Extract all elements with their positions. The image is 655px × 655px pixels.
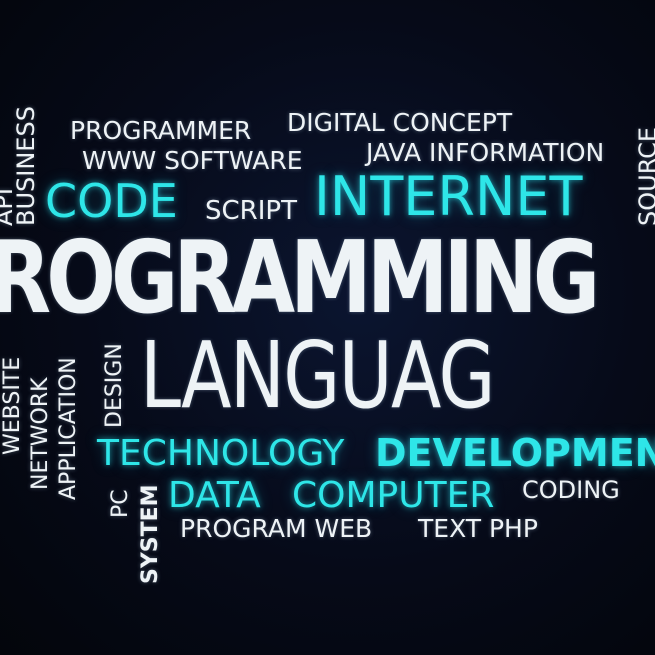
word-script: SCRIPT [205,196,297,226]
word-programming: ROGRAMMING [0,219,600,336]
word-application: APPLICATION [56,357,81,500]
word-development: DEVELOPMENT [375,431,655,475]
word-code: CODE [45,174,178,228]
word-website: WEBSITE [0,356,25,455]
word-network: NETWORK [28,377,53,490]
word-pc: PC [108,489,133,518]
word-program-web: PROGRAM WEB [180,514,373,543]
word-programmer: PROGRAMMER [70,116,252,145]
word-system: SYSTEM [138,484,163,584]
word-coding: CODING [522,476,620,504]
word-java-information: JAVA INFORMATION [366,138,605,167]
word-technology: TECHNOLOGY [97,433,345,474]
word-source: SOURCE [634,126,655,226]
word-data: DATA [168,475,261,516]
word-www-software: WWW SOFTWARE [82,146,303,175]
word-computer: COMPUTER [292,475,495,516]
word-digital-concept: DIGITAL CONCEPT [287,108,513,137]
word-language: LANGUAG [140,322,496,429]
word-text-php: TEXT PHP [418,514,538,543]
word-design: DESIGN [102,343,127,428]
word-api: API [0,188,18,226]
word-internet: INTERNET [314,165,583,228]
